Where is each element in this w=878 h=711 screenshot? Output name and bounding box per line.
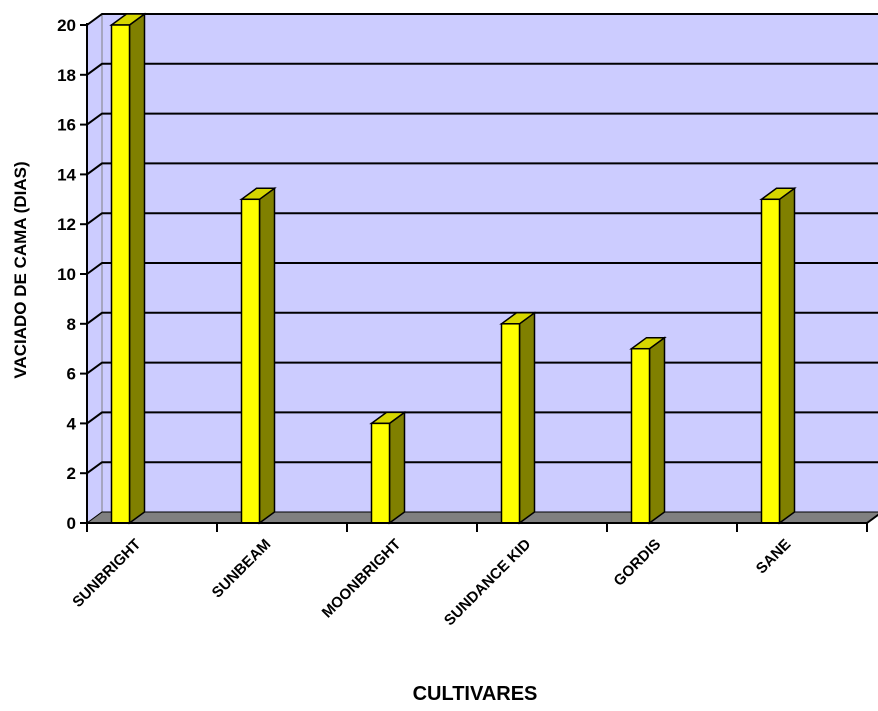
- x-category-label: SUNDANCE KID: [441, 536, 534, 629]
- bar-side: [778, 186, 796, 525]
- x-category-label: SUNBRIGHT: [69, 536, 144, 611]
- gridline: [86, 62, 878, 76]
- x-axis-categories: SUNBRIGHT SUNBEAM MOONBRIGHT SUNDANCE KID GO…: [69, 536, 794, 629]
- gridline: [86, 311, 878, 325]
- gridline: [86, 162, 878, 176]
- gridline: [86, 262, 878, 275]
- gridline: [86, 212, 878, 226]
- y-tick-label: 10: [57, 265, 76, 284]
- bar: [110, 24, 131, 524]
- x-category-label: MOONBRIGHT: [319, 536, 405, 622]
- y-tick-label: 0: [67, 514, 76, 533]
- y-tick-label: 20: [57, 16, 76, 35]
- y-tick-label: 2: [67, 464, 76, 483]
- y-axis-title: VACIADO DE CAMA (DIAS): [11, 161, 30, 378]
- x-axis-title: CULTIVARES: [413, 683, 538, 705]
- y-tick-label: 8: [67, 315, 76, 334]
- y-axis-ticks: 0 2 4 6 8 10 12 14 16 18 20: [57, 16, 868, 533]
- y-tick-label: 4: [67, 414, 77, 433]
- gridline: [86, 411, 878, 425]
- gridline: [86, 461, 878, 475]
- bar-side: [128, 12, 146, 525]
- y-tick-label: 16: [57, 116, 76, 135]
- y-tick-label: 12: [57, 215, 76, 234]
- y-tick-label: 6: [67, 365, 76, 384]
- gridline: [86, 361, 878, 375]
- y-tick-label: 14: [57, 165, 76, 184]
- gridline: [86, 13, 878, 26]
- bar-side: [648, 336, 666, 525]
- bar: [760, 198, 781, 524]
- floor-edge: [866, 513, 878, 524]
- bar-side: [388, 410, 406, 525]
- bar: [370, 422, 391, 524]
- x-category-label: SUNBEAM: [209, 536, 275, 602]
- bars: [109, 12, 797, 525]
- bar-side: [258, 186, 276, 525]
- y-tick-label: 18: [57, 66, 76, 85]
- bar-side: [518, 311, 536, 525]
- bar: [240, 198, 261, 524]
- floor: [85, 511, 878, 524]
- plot-walls: [85, 13, 878, 524]
- gridline: [86, 112, 878, 126]
- gridlines: [86, 13, 878, 475]
- x-category-label: GORDIS: [610, 536, 664, 590]
- x-category-label: SANE: [753, 536, 794, 577]
- bar: [500, 323, 521, 524]
- bar: [630, 347, 651, 524]
